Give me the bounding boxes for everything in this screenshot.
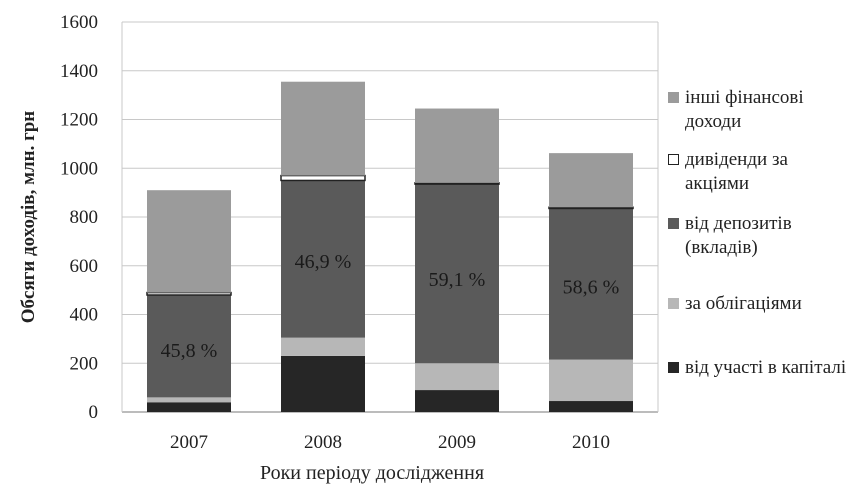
- legend-item: від депозитів (вкладів): [668, 212, 850, 260]
- y-tick-label: 1000: [60, 158, 98, 179]
- bar-segment: [549, 401, 633, 412]
- data-labels: 45,8 % 46,9 % 59,1 % 58,6 %: [161, 251, 620, 362]
- legend-label: за облігаціями: [685, 293, 802, 314]
- bars: [146, 81, 634, 412]
- percent-label: 58,6 %: [563, 276, 620, 298]
- y-tick-label: 0: [89, 402, 99, 423]
- bar-segment: [281, 180, 365, 338]
- percent-label: 46,9 %: [295, 251, 352, 273]
- x-axis-ticks: 2007 2008 2009 2010: [170, 432, 610, 453]
- legend-swatch: [668, 298, 679, 309]
- y-tick-label: 1200: [60, 110, 98, 131]
- bar-segment: [146, 291, 232, 296]
- y-axis-ticks: 0 200 400 600 800 1000 1200 1400 1600: [60, 12, 98, 423]
- legend-item: дивіденди за акціями: [668, 148, 850, 196]
- bar-segment: [549, 359, 633, 402]
- y-tick-label: 400: [70, 305, 99, 326]
- y-tick-label: 1600: [60, 12, 98, 33]
- legend-swatch: [668, 154, 679, 165]
- bar-segment: [147, 295, 231, 398]
- y-axis-title: Обсяги доходів, млн. грн: [18, 111, 39, 324]
- x-tick-label: 2009: [438, 432, 476, 453]
- percent-label: 59,1 %: [429, 269, 486, 291]
- bar-segment: [549, 153, 633, 208]
- bar-segment: [415, 390, 499, 412]
- bar-segment: [414, 182, 500, 185]
- y-tick-label: 200: [70, 353, 99, 374]
- legend-item: за облігаціями: [668, 292, 850, 316]
- legend-swatch: [668, 218, 679, 229]
- legend-item: від участі в капіталі: [668, 356, 850, 380]
- bar-segment: [280, 174, 366, 182]
- legend-label: дивіденди за акціями: [685, 149, 788, 194]
- legend-item: інші фінансові доходи: [668, 86, 850, 134]
- bar-segment: [281, 355, 365, 412]
- bar-segment: [281, 81, 365, 176]
- bar-segment: [147, 397, 231, 403]
- bar-segment: [549, 208, 633, 360]
- bar-segment: [415, 108, 499, 183]
- bar-segment: [147, 190, 231, 293]
- x-tick-label: 2008: [304, 432, 342, 453]
- legend-label: від депозитів (вкладів): [685, 213, 792, 258]
- x-axis-title: Роки періоду дослідження: [260, 462, 484, 484]
- legend-swatch: [668, 92, 679, 103]
- bar-segment: [415, 184, 499, 364]
- y-tick-label: 600: [70, 256, 99, 277]
- legend-label: інші фінансові доходи: [685, 87, 804, 132]
- bar-segment: [281, 337, 365, 356]
- bar-segment: [548, 206, 634, 210]
- y-tick-label: 1400: [60, 61, 98, 82]
- bar-segment: [415, 363, 499, 391]
- x-tick-label: 2010: [572, 432, 610, 453]
- legend-label: від участі в капіталі: [685, 357, 847, 378]
- bar-segment: [147, 402, 231, 412]
- percent-label: 45,8 %: [161, 340, 218, 362]
- legend-swatch: [668, 362, 679, 373]
- y-tick-label: 800: [70, 207, 99, 228]
- x-tick-label: 2007: [170, 432, 208, 453]
